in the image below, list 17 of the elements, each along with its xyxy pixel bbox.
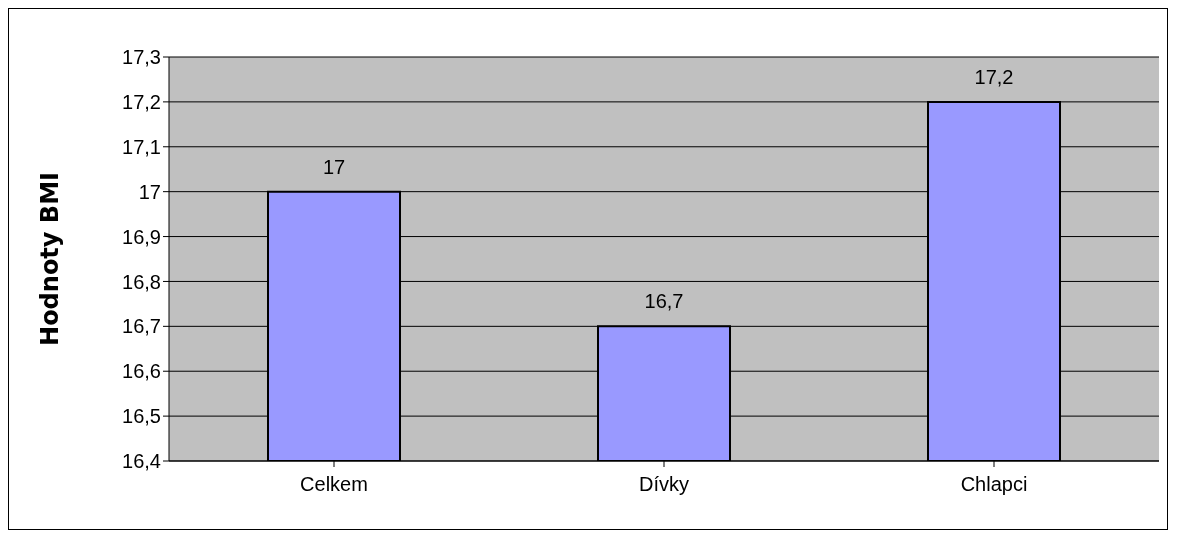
x-tick-label: Dívky [639,473,689,496]
x-tick-label: Chlapci [960,473,1028,496]
y-tick-label: 16,9 [122,225,161,248]
data-label: 16,7 [644,290,684,313]
data-label: 17,2 [974,65,1014,88]
y-tick-label: 17,2 [122,90,161,113]
data-label: 17 [322,155,346,178]
y-axis-title: Hodnoty BMI [35,172,64,346]
y-tick-label: 16,5 [122,405,161,428]
x-tick-label: Celkem [300,473,368,496]
y-tick-label: 16,7 [122,315,161,338]
y-tick-label: 17,3 [122,46,161,69]
y-tick-label: 17,1 [122,135,161,158]
y-tick-label: 16,6 [122,360,161,383]
y-tick-label: 16,4 [122,450,161,473]
y-tick-label: 16,8 [122,270,161,293]
y-tick-label: 17 [138,180,161,203]
